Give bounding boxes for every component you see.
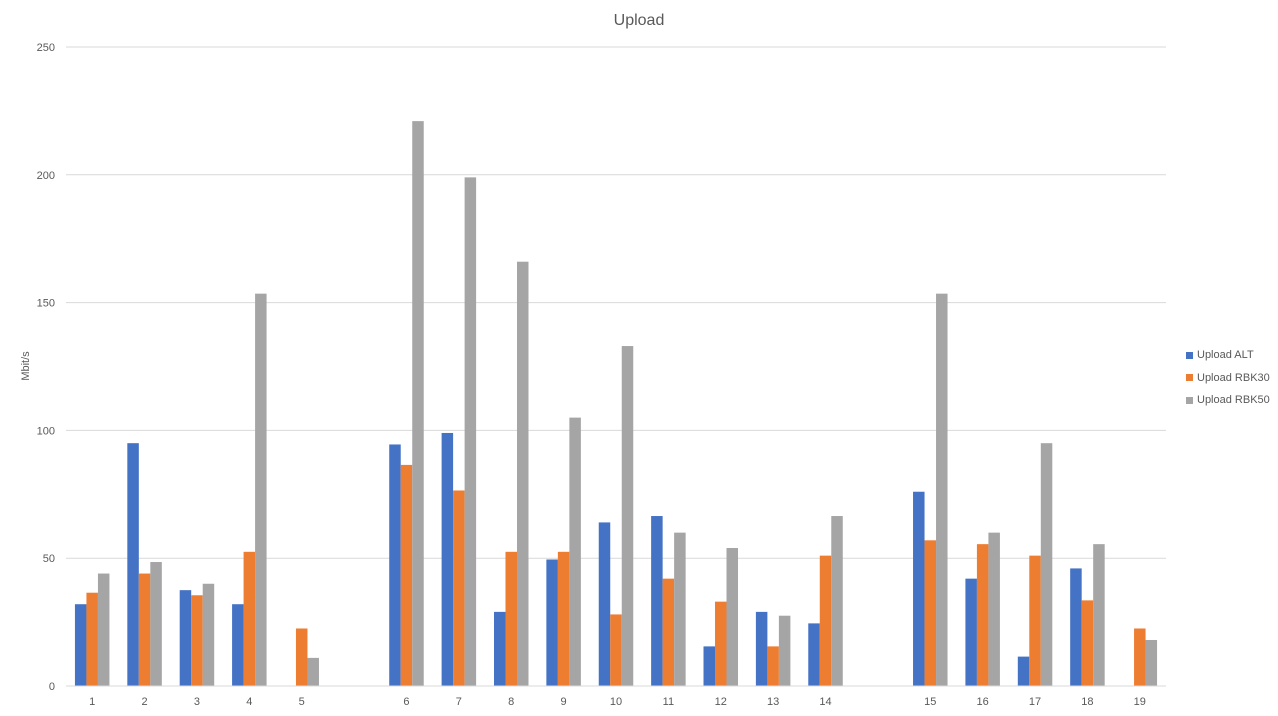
x-axis-ticks: 1 2 3 4 5 6 7 8 9 10 11 12 13 14 15 16 17 18 19 bbox=[89, 696, 1146, 708]
bar bbox=[924, 540, 937, 686]
bar bbox=[976, 544, 989, 686]
bar bbox=[255, 293, 267, 686]
bar bbox=[150, 562, 162, 686]
legend-swatch bbox=[1186, 374, 1193, 382]
bar bbox=[505, 551, 517, 686]
legend-item: Upload ALT bbox=[1186, 344, 1270, 367]
bar bbox=[1029, 555, 1041, 686]
legend-swatch bbox=[1186, 351, 1193, 359]
bar bbox=[715, 601, 727, 686]
bar bbox=[778, 615, 791, 686]
bar bbox=[516, 261, 529, 686]
bar bbox=[767, 646, 779, 686]
bar bbox=[1040, 443, 1053, 686]
x-tick-label: 7 bbox=[456, 696, 462, 708]
x-tick-label: 12 bbox=[715, 696, 727, 708]
y-tick-label: 200 bbox=[37, 170, 55, 182]
bar bbox=[493, 611, 506, 686]
legend-item: Upload RBK30 bbox=[1186, 367, 1270, 390]
bar bbox=[1134, 628, 1146, 686]
bar bbox=[1070, 568, 1082, 686]
y-tick-label: 100 bbox=[37, 425, 55, 437]
chart-title: Upload bbox=[614, 12, 665, 29]
x-tick-label: 13 bbox=[767, 696, 779, 708]
x-tick-label: 16 bbox=[977, 696, 989, 708]
x-tick-label: 8 bbox=[508, 696, 514, 708]
legend-item: Upload RBK50 bbox=[1186, 389, 1270, 412]
bar bbox=[232, 604, 244, 686]
bar bbox=[138, 573, 151, 686]
bar bbox=[86, 592, 98, 686]
x-tick-label: 11 bbox=[663, 696, 674, 708]
x-tick-label: 5 bbox=[299, 696, 305, 708]
y-tick-label: 250 bbox=[37, 42, 55, 54]
y-axis-title: Mbit/s bbox=[20, 351, 32, 381]
bar bbox=[965, 578, 977, 686]
bar bbox=[412, 121, 424, 687]
bar bbox=[243, 551, 256, 686]
bar bbox=[127, 443, 139, 686]
y-tick-label: 0 bbox=[49, 681, 55, 693]
bars bbox=[74, 121, 1158, 687]
bar bbox=[1145, 639, 1158, 686]
x-tick-label: 9 bbox=[561, 696, 567, 708]
bar bbox=[621, 346, 634, 686]
y-axis-ticks: 0 50 100 150 200 250 bbox=[37, 42, 55, 693]
x-tick-label: 1 bbox=[89, 696, 95, 708]
bar bbox=[307, 657, 319, 686]
bar bbox=[610, 614, 622, 686]
bar bbox=[726, 547, 739, 686]
bar bbox=[936, 293, 948, 686]
x-tick-label: 17 bbox=[1029, 696, 1041, 708]
bar bbox=[651, 516, 663, 686]
legend-label: Upload RBK50 bbox=[1197, 394, 1270, 407]
bar bbox=[202, 583, 215, 686]
x-tick-label: 14 bbox=[819, 696, 831, 708]
bar bbox=[1093, 544, 1105, 686]
bar bbox=[674, 532, 686, 686]
bar bbox=[389, 444, 401, 686]
bar bbox=[546, 559, 558, 686]
bar bbox=[819, 555, 832, 686]
x-tick-label: 6 bbox=[403, 696, 409, 708]
bar bbox=[191, 595, 203, 686]
bar bbox=[913, 491, 925, 686]
bar bbox=[662, 578, 675, 686]
x-tick-label: 19 bbox=[1134, 696, 1146, 708]
bar bbox=[74, 604, 87, 686]
bar bbox=[453, 490, 465, 686]
x-tick-label: 18 bbox=[1081, 696, 1093, 708]
bar bbox=[831, 516, 843, 686]
bar bbox=[988, 532, 1000, 686]
bar bbox=[557, 551, 570, 686]
bar bbox=[755, 611, 768, 686]
y-tick-label: 150 bbox=[37, 298, 55, 310]
bar bbox=[1081, 600, 1094, 686]
legend-swatch bbox=[1186, 396, 1193, 404]
y-tick-label: 50 bbox=[43, 553, 55, 565]
bar bbox=[1017, 656, 1030, 686]
x-tick-label: 10 bbox=[610, 696, 622, 708]
bar bbox=[179, 590, 192, 686]
gridlines bbox=[66, 46, 1166, 559]
x-tick-label: 2 bbox=[142, 696, 148, 708]
bar bbox=[441, 432, 454, 686]
bar bbox=[97, 573, 110, 686]
bar bbox=[598, 522, 611, 686]
x-tick-label: 3 bbox=[194, 696, 200, 708]
bar bbox=[808, 623, 820, 686]
legend-label: Upload ALT bbox=[1197, 349, 1254, 362]
x-tick-label: 4 bbox=[246, 696, 252, 708]
bar bbox=[400, 464, 413, 686]
bar bbox=[569, 417, 581, 686]
bar bbox=[464, 177, 477, 687]
x-tick-label: 15 bbox=[924, 696, 936, 708]
legend: Upload ALT Upload RBK30 Upload RBK50 bbox=[1186, 344, 1270, 412]
bar bbox=[295, 628, 308, 686]
legend-label: Upload RBK30 bbox=[1197, 371, 1270, 384]
bar bbox=[703, 646, 716, 686]
